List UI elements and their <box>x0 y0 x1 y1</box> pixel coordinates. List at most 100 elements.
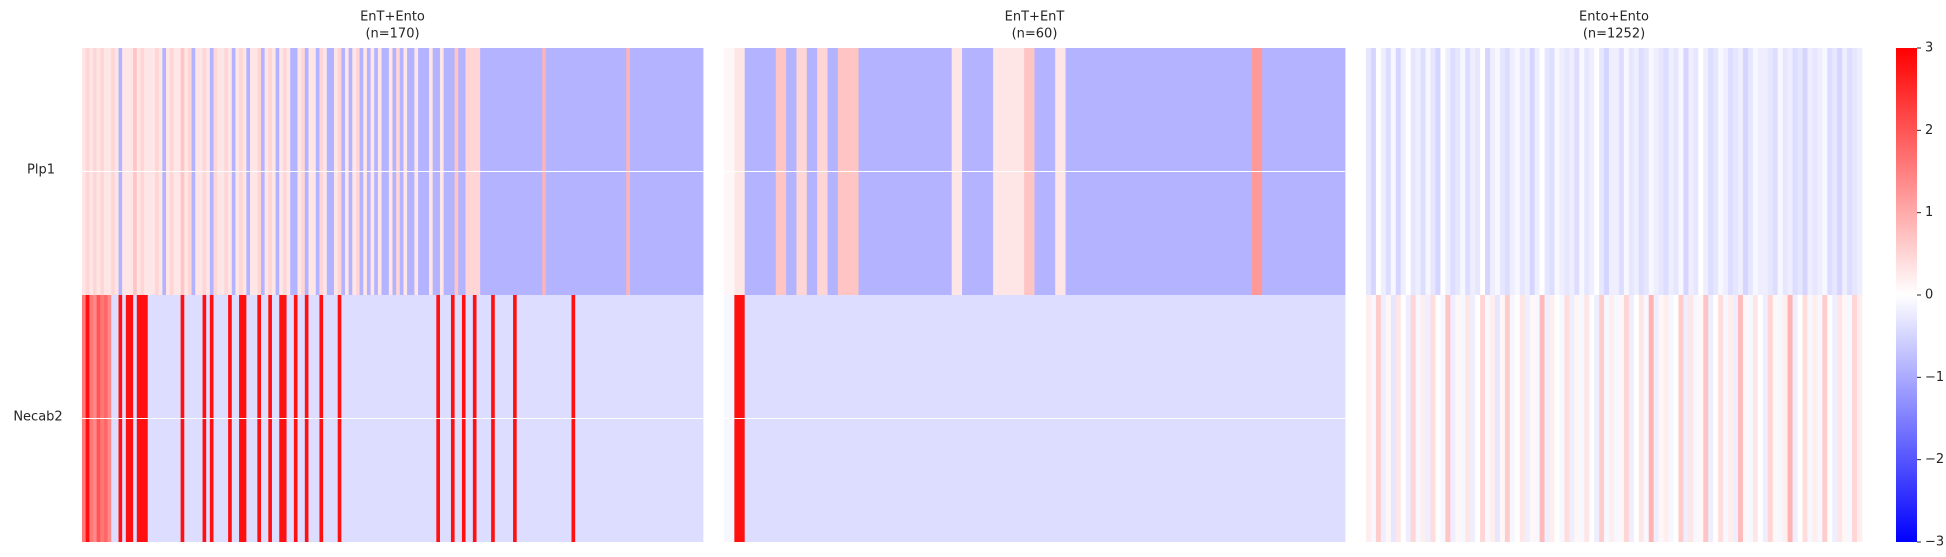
heatmap-cell <box>1574 48 1580 295</box>
heatmap-cell <box>1529 48 1536 295</box>
heatmap-cell <box>1375 48 1382 295</box>
heatmap-cell <box>1499 48 1506 295</box>
heatmap-cell <box>1539 295 1545 542</box>
heatmap-cell <box>1663 48 1669 295</box>
heatmap-cell <box>1534 48 1540 295</box>
heatmap-cell <box>1618 48 1625 295</box>
heatmap-cell <box>1628 295 1635 542</box>
heatmap-cell <box>1385 295 1392 542</box>
heatmap-cell <box>1747 295 1754 542</box>
heatmap-cell <box>1614 48 1620 295</box>
heatmap-cell <box>1445 295 1451 542</box>
heatmap-cell <box>1604 295 1610 542</box>
heatmap-cell <box>1698 48 1704 295</box>
heatmap-cell <box>1559 295 1565 542</box>
heatmap-cell <box>1742 295 1749 542</box>
heatmap-cell <box>1757 295 1764 542</box>
heatmap-cell <box>1440 48 1446 295</box>
heatmap-cell <box>1370 295 1377 542</box>
heatmap-cell <box>1713 295 1719 542</box>
heatmap-cell <box>1688 295 1694 542</box>
heatmap-cell <box>1827 48 1833 295</box>
heatmap-cell <box>1787 48 1793 295</box>
heatmap-cell <box>1703 295 1709 542</box>
heatmap-cell <box>1822 48 1828 295</box>
heatmap-cell <box>1723 48 1729 295</box>
heatmap-cell <box>1762 295 1769 542</box>
heatmap-cell <box>1852 48 1858 295</box>
heatmap-cell <box>1623 48 1630 295</box>
heatmap-cell <box>1703 48 1709 295</box>
heatmap-cell <box>1643 48 1650 295</box>
heatmap-cell <box>1514 295 1521 542</box>
heatmap-cell <box>1837 48 1843 295</box>
heatmap-cell <box>1782 48 1788 295</box>
heatmap-cell <box>1455 295 1461 542</box>
heatmap-cell <box>1807 295 1813 542</box>
heatmap-cell <box>1668 48 1674 295</box>
heatmap-cell <box>1480 48 1486 295</box>
heatmap-cell <box>1499 295 1506 542</box>
heatmap-cell <box>1648 295 1655 542</box>
heatmap-cell <box>1445 48 1451 295</box>
heatmap-cell <box>1817 48 1823 295</box>
heatmap-cell <box>1594 48 1600 295</box>
heatmap-cell <box>1673 295 1679 542</box>
heatmap-cell <box>1842 295 1848 542</box>
heatmap-cell <box>1668 295 1674 542</box>
heatmap-cell <box>1797 48 1803 295</box>
heatmap-cell <box>1653 48 1660 295</box>
heatmap-cell <box>1653 295 1660 542</box>
panel-title: EnT+Ento <box>360 10 425 25</box>
heatmap-cell <box>1812 295 1818 542</box>
heatmap-cell <box>1470 48 1476 295</box>
colorbar-tick-label: 0 <box>1925 288 1933 303</box>
heatmap-cell <box>1738 48 1744 295</box>
heatmap-cell <box>1519 295 1526 542</box>
panel-subtitle: (n=170) <box>365 27 419 42</box>
heatmap-cell <box>1579 295 1585 542</box>
heatmap-cell <box>1747 48 1754 295</box>
heatmap-cell <box>1465 48 1471 295</box>
heatmap-cell <box>1688 48 1694 295</box>
heatmap-cell <box>1569 48 1575 295</box>
heatmap-cell <box>1579 48 1585 295</box>
heatmap-cell <box>1757 48 1764 295</box>
heatmap-cell <box>1738 295 1744 542</box>
heatmap-cell <box>1524 295 1531 542</box>
heatmap-cell <box>1544 48 1550 295</box>
heatmap-cell <box>1797 295 1803 542</box>
heatmap-cell <box>1638 295 1645 542</box>
heatmap-cell <box>1435 48 1441 295</box>
panel-title: EnT+EnT <box>1005 10 1065 25</box>
heatmap-cell <box>1400 295 1407 542</box>
heatmap-cell <box>1609 48 1615 295</box>
heatmap-cell <box>1837 295 1843 542</box>
heatmap-cell <box>1425 48 1431 295</box>
panel-subtitle: (n=1252) <box>1583 27 1645 42</box>
heatmap-cell <box>1708 48 1714 295</box>
heatmap-cell <box>1450 48 1456 295</box>
heatmap-cell <box>1589 295 1595 542</box>
heatmap-cell <box>1643 295 1650 542</box>
heatmap-cell <box>1470 295 1476 542</box>
heatmap-cell <box>1420 48 1426 295</box>
heatmap-cell <box>1683 295 1689 542</box>
heatmap-cell <box>1380 48 1387 295</box>
heatmap-cell <box>1430 295 1436 542</box>
heatmap-cell <box>1599 295 1605 542</box>
heatmap-cell <box>1663 295 1669 542</box>
heatmap-cell <box>1792 295 1798 542</box>
heatmap-cell <box>1400 48 1407 295</box>
heatmap-cell <box>1549 48 1555 295</box>
row-label: Necab2 <box>13 410 62 425</box>
heatmap-cell <box>1827 295 1833 542</box>
heatmap-cell <box>1485 295 1491 542</box>
heatmap-cell <box>1772 295 1779 542</box>
heatmap-cell <box>1490 295 1496 542</box>
heatmap-cell <box>1812 48 1818 295</box>
heatmap-cell <box>1574 295 1580 542</box>
heatmap-cell <box>1599 48 1605 295</box>
heatmap-cell <box>1430 48 1436 295</box>
